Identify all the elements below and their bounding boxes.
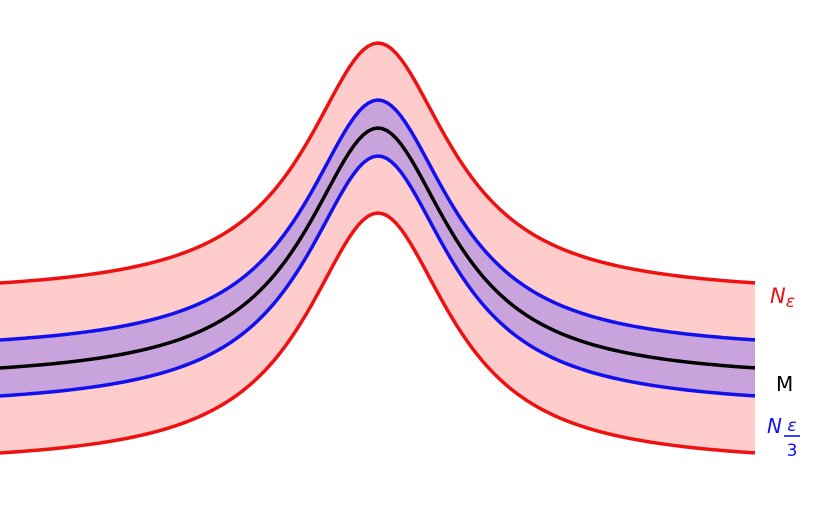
label-n-epsilon-over-three: N ε 3	[767, 414, 800, 461]
label-n-epsilon-over-three-base: N	[767, 414, 782, 438]
svg-text:Nε: Nε	[770, 284, 795, 312]
manifold-curve-m	[0, 126, 756, 370]
inner-boundary-lower-curve	[0, 154, 756, 398]
label-m: M	[776, 372, 793, 396]
label-n-epsilon: Nε	[770, 284, 795, 312]
label-fraction-denominator: 3	[787, 441, 798, 461]
label-fraction-numerator: ε	[787, 416, 796, 436]
outer-boundary-lower-curve	[0, 211, 756, 455]
outer-boundary-upper-curve	[0, 41, 756, 285]
label-n-epsilon-base: N	[770, 284, 786, 308]
inner-boundary-upper-curve	[0, 98, 756, 342]
inner-neighborhood-band	[0, 100, 755, 396]
label-n-epsilon-sub: ε	[786, 292, 795, 312]
